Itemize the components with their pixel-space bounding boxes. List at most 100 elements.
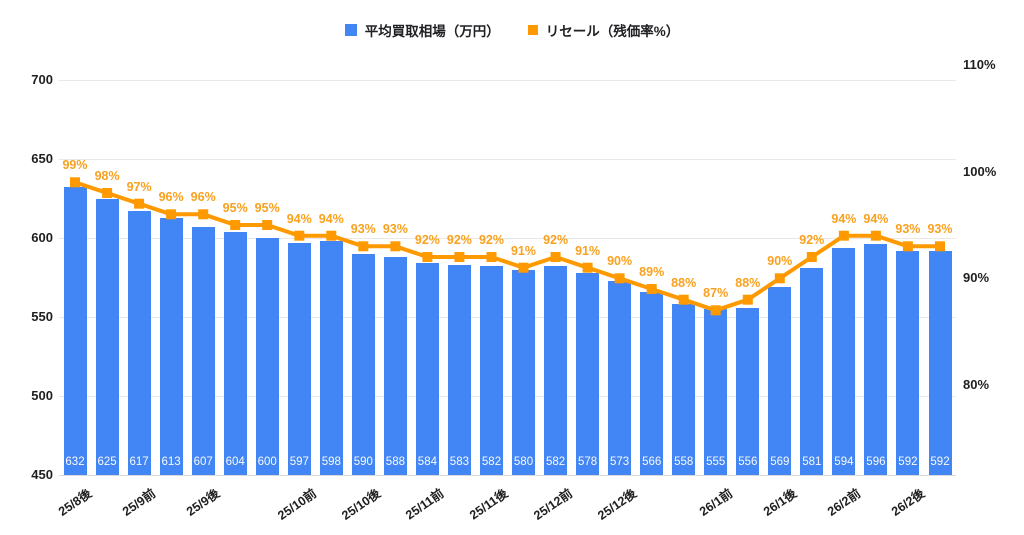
resale-percent-label: 87%: [703, 286, 729, 301]
bar: [255, 238, 279, 475]
x-axis-tick-label: 26/2後: [889, 486, 928, 519]
bar-value-label: 617: [129, 456, 149, 468]
gridline: [59, 396, 956, 397]
resale-percent-label: 93%: [895, 222, 921, 237]
bar-value-label: 582: [481, 456, 502, 468]
bar: [287, 242, 311, 475]
bar-value-label: 604: [225, 456, 245, 468]
right-axis-tick-label: 110%: [963, 57, 996, 72]
bar-value-label: 588: [385, 456, 405, 468]
resale-percent-label: 94%: [318, 211, 344, 226]
bar-value-label: 597: [289, 456, 309, 468]
bar: [159, 217, 183, 475]
resale-percent-label: 91%: [510, 243, 537, 258]
left-axis-tick-label: 650: [31, 151, 53, 166]
chart-legend: 平均買取相場（万円） リセール（残価率%）: [0, 20, 1024, 40]
bar: [191, 226, 215, 475]
resale-percent-label: 93%: [350, 222, 376, 237]
resale-percent-label: 96%: [158, 190, 184, 205]
bar-series-label: 平均買取相場（万円）: [364, 24, 500, 39]
resale-point-marker: [198, 209, 209, 220]
bar: [608, 280, 632, 475]
bar: [704, 309, 728, 475]
x-axis-tick-label: 26/1後: [760, 486, 800, 519]
bar: [896, 250, 920, 475]
bar-value-label: 558: [674, 456, 694, 468]
resale-percent-label: 94%: [831, 211, 857, 226]
resale-point-marker: [134, 198, 145, 209]
right-axis-tick-label: 80%: [963, 377, 990, 392]
bar: [63, 187, 87, 475]
resale-percent-label: 90%: [767, 254, 793, 269]
bar: [544, 266, 568, 475]
left-axis-tick-label: 500: [31, 388, 53, 403]
resale-percent-label: 90%: [607, 254, 633, 269]
resale-percent-label: 98%: [94, 169, 120, 183]
resale-point-marker: [390, 241, 401, 252]
bar: [672, 304, 696, 475]
bar: [480, 266, 503, 475]
bar: [832, 247, 856, 475]
bar-value-label: 569: [770, 456, 790, 468]
resale-percent-label: 92%: [446, 233, 472, 247]
resale-point-marker: [358, 241, 369, 252]
bar: [576, 272, 600, 475]
bar-value-label: 592: [930, 456, 950, 468]
resale-percent-label: 93%: [927, 222, 953, 237]
bar-value-label: 598: [321, 456, 341, 468]
resale-percent-label: 92%: [799, 233, 825, 247]
resale-point-marker: [70, 177, 80, 188]
left-axis-tick-label: 600: [31, 230, 53, 245]
resale-point-marker: [678, 294, 689, 305]
bar-value-label: 625: [97, 456, 117, 468]
bar-value-label: 581: [802, 456, 822, 468]
bar-value-label: 555: [706, 456, 726, 468]
gridline: [59, 475, 956, 476]
x-axis-tick-label: 25/10前: [274, 486, 319, 523]
right-axis-tick-label: 100%: [963, 163, 997, 179]
resale-point-marker: [742, 294, 753, 305]
resale-percent-label: 95%: [254, 201, 280, 215]
bar-value-label: 582: [546, 456, 566, 468]
bar-value-label: 583: [449, 456, 469, 468]
resale-percent-label: 94%: [286, 211, 312, 226]
resale-point-marker: [294, 230, 305, 241]
x-axis-tick-label: 25/11前: [403, 486, 447, 523]
resale-percent-label: 96%: [190, 190, 216, 205]
gridline: [59, 317, 956, 318]
right-axis-tick-label: 90%: [963, 270, 990, 286]
bar: [640, 291, 664, 475]
resale-point-marker: [230, 220, 241, 230]
resale-percent-label: 92%: [478, 233, 505, 247]
x-axis-tick-label: 25/12後: [595, 486, 639, 523]
resale-percent-label: 93%: [382, 222, 408, 237]
x-axis-tick-label: 25/9前: [120, 486, 159, 519]
resale-point-marker: [326, 230, 337, 241]
bar: [127, 211, 151, 475]
bar: [319, 241, 343, 475]
x-axis-tick-label: 26/1前: [696, 486, 736, 519]
bar-series-swatch-icon: [344, 24, 357, 36]
resale-point-marker: [102, 188, 113, 198]
bar-value-label: 556: [738, 456, 758, 468]
resale-point-marker: [838, 230, 849, 241]
bar-value-label: 600: [257, 456, 277, 468]
resale-percent-label: 88%: [735, 275, 761, 290]
left-axis-tick-label: 550: [31, 309, 53, 324]
legend-item-line-series: リセール（残価率%）: [527, 20, 680, 40]
left-axis-tick-label: 700: [31, 72, 53, 87]
bar: [736, 307, 760, 475]
resale-point-marker: [422, 252, 433, 262]
bar-value-label: 580: [513, 456, 534, 468]
resale-percent-label: 89%: [639, 265, 665, 279]
bar-value-label: 584: [417, 456, 437, 468]
x-axis-tick-label: 25/9後: [184, 486, 223, 519]
resale-point-marker: [582, 262, 593, 273]
resale-percent-label: 94%: [863, 211, 889, 226]
bar-value-label: 573: [610, 456, 630, 468]
resale-percent-label: 92%: [543, 233, 569, 247]
line-series-swatch-icon: [527, 25, 538, 35]
line-series-label: リセール（残価率%）: [545, 24, 680, 39]
resale-point-marker: [262, 220, 273, 230]
